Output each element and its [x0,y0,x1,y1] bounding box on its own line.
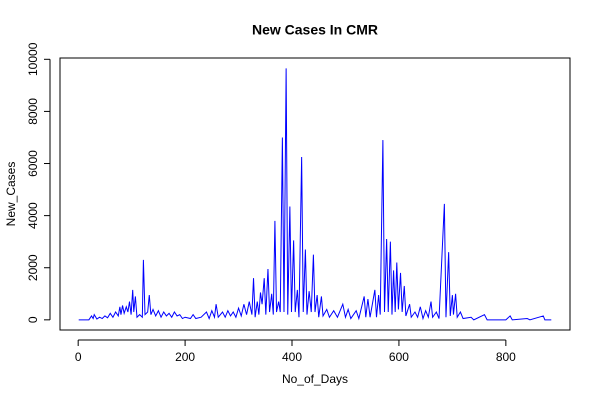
chart-title: New Cases In CMR [252,22,378,38]
x-tick-label: 200 [175,350,195,364]
y-tick-label: 2000 [26,254,40,281]
y-tick-label: 8000 [26,98,40,125]
x-tick-label: 600 [389,350,409,364]
y-tick-label: 0 [26,316,40,323]
x-tick-label: 800 [496,350,516,364]
plot-frame [59,57,571,331]
x-tick-label: 0 [75,350,82,364]
x-axis-label: No_of_Days [282,372,348,386]
data-line [78,68,552,321]
y-tick-label: 4000 [26,202,40,229]
y-axis-label: New_Cases [4,162,18,227]
x-tick-label: 400 [282,350,302,364]
y-tick-label: 10000 [26,42,40,76]
y-tick-label: 6000 [26,150,40,177]
